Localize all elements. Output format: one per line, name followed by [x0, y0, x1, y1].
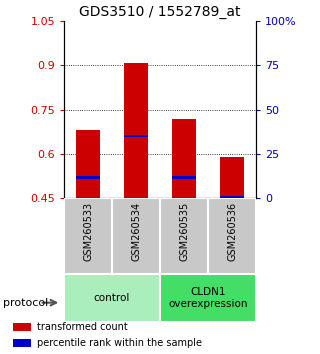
- Text: GSM260534: GSM260534: [131, 202, 141, 261]
- Bar: [76, 130, 100, 198]
- Bar: [124, 135, 148, 137]
- Text: GSM260535: GSM260535: [179, 202, 189, 261]
- Bar: [76, 176, 100, 179]
- Bar: [220, 157, 244, 198]
- Text: transformed count: transformed count: [37, 322, 128, 332]
- Text: control: control: [94, 293, 130, 303]
- Bar: [172, 176, 196, 179]
- Bar: [64, 198, 112, 274]
- Text: protocol: protocol: [3, 298, 48, 308]
- Text: GSM260533: GSM260533: [83, 202, 93, 261]
- Bar: [160, 198, 208, 274]
- Title: GDS3510 / 1552789_at: GDS3510 / 1552789_at: [79, 5, 241, 19]
- Bar: [124, 63, 148, 198]
- Text: CLDN1
overexpression: CLDN1 overexpression: [168, 287, 248, 309]
- Text: GSM260536: GSM260536: [227, 202, 237, 261]
- Bar: [13, 339, 31, 347]
- Bar: [208, 198, 256, 274]
- Text: percentile rank within the sample: percentile rank within the sample: [37, 338, 202, 348]
- Bar: [13, 323, 31, 331]
- Bar: [172, 119, 196, 198]
- Bar: [220, 195, 244, 198]
- Bar: [64, 274, 160, 322]
- Bar: [160, 274, 256, 322]
- Bar: [112, 198, 160, 274]
